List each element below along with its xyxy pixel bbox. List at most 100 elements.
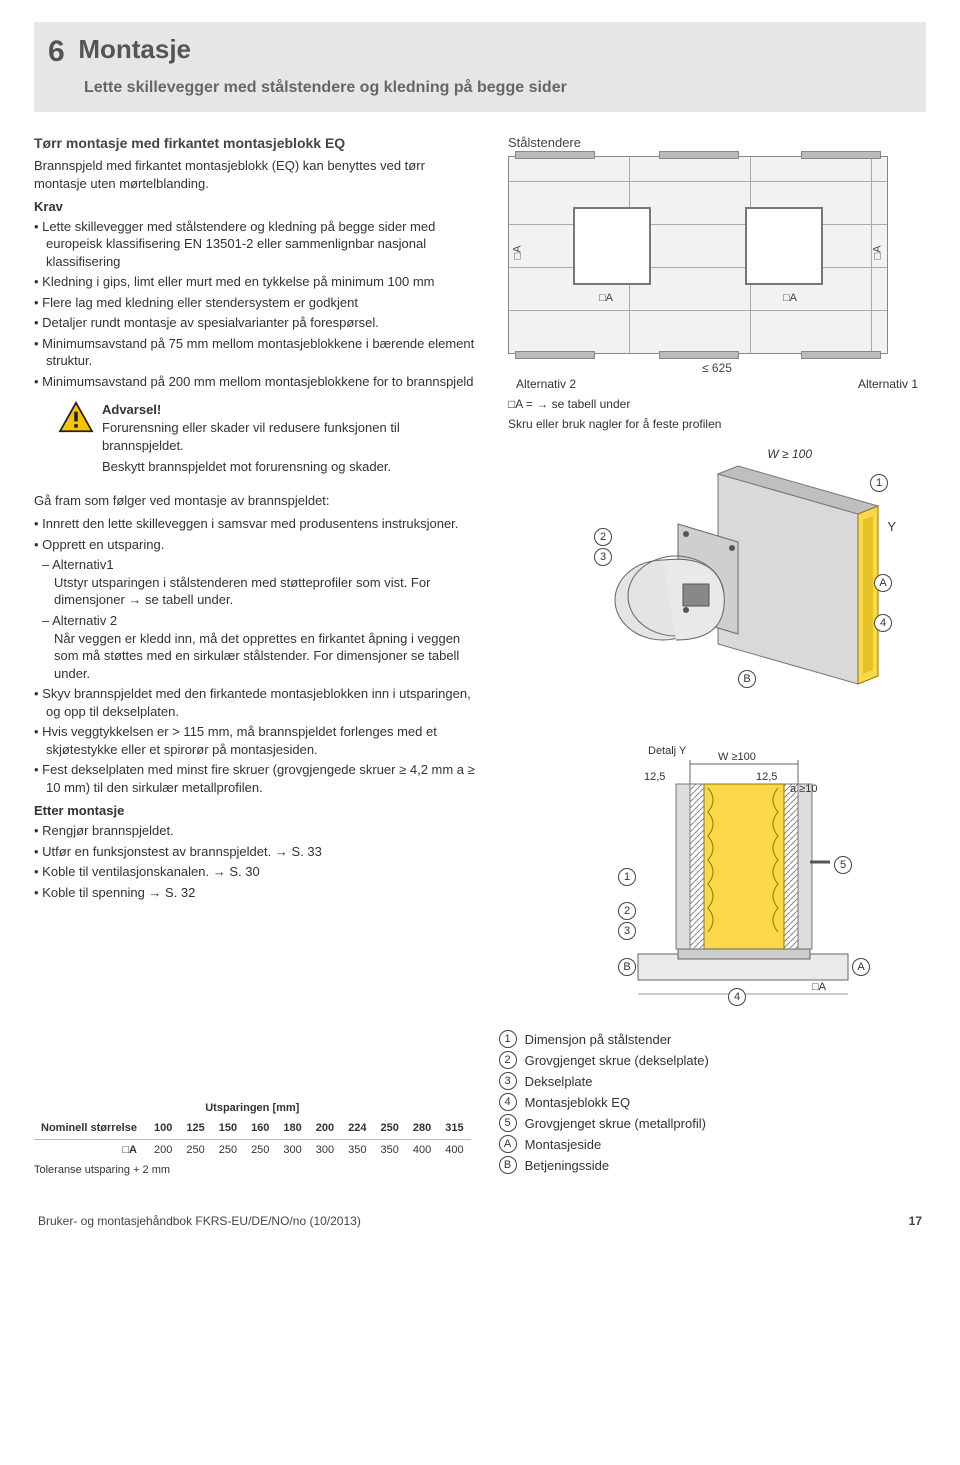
list-item: Hvis veggtykkelsen er > 115 mm, må brann… [34,723,480,758]
td: 200 [147,1139,179,1160]
rowhead-2: □A [34,1139,147,1160]
detail-y-label: Detalj Y [648,744,686,759]
warning-box: Advarsel! Forurensning eller skader vil … [58,397,474,482]
page-footer: Bruker- og montasjehåndbok FKRS-EU/DE/NO… [34,1213,926,1229]
list-item: Rengjør brannspjeldet. [34,822,480,840]
legend-row: B Betjeningsside [499,1156,709,1174]
th: 160 [244,1118,276,1139]
sqA-l-bot [599,291,613,306]
intro-text: Brannspjeld med firkantet montasjeblokk … [34,157,480,192]
td: 300 [309,1139,341,1160]
td: 250 [212,1139,244,1160]
th: 250 [374,1118,406,1139]
list-item: Innrett den lette skilleveggen i samsvar… [34,515,480,533]
det-12-5-l: 12,5 [644,770,665,785]
stal-label: Stålstendere [508,134,926,152]
legend-row: 1 Dimensjon på stålstender [499,1030,709,1048]
list-item: Koble til spenning → S. 32 [34,884,480,902]
table-title: Utsparingen [mm] [34,1098,471,1118]
legend-badge: 5 [499,1114,517,1132]
list-item: Kledning i gips, limt eller murt med en … [34,273,480,291]
legend-text: Betjeningsside [525,1157,610,1175]
alt2: Alternativ 2 Når veggen er kledd inn, må… [34,612,480,682]
alt2-label: Alternativ 2 [516,376,576,392]
th: 280 [406,1118,438,1139]
list-item: Lette skillevegger med stålstendere og k… [34,218,480,271]
isometric-diagram: W ≥ 100 1 2 3 A 4 B Y [508,444,898,744]
th: 100 [147,1118,179,1139]
sqA-left [511,245,526,259]
skru-note: Skru eller bruk nagler for å feste profi… [508,416,926,432]
det-W: W ≥100 [718,750,756,765]
td: 400 [438,1139,470,1160]
legend-text: Dimensjon på stålstender [525,1031,672,1049]
legend-text: Dekselplate [525,1073,593,1091]
section-header: 6 Montasje Lette skillevegger med stålst… [34,22,926,112]
detail-y-diagram: Detalj Y [508,744,898,1014]
table-note: Toleranse utsparing + 2 mm [34,1163,471,1178]
alt2-head: Alternativ 2 [52,613,117,628]
left-column: Tørr montasje med firkantet montasjeblok… [34,134,480,1014]
th: 180 [276,1118,308,1139]
elevation-diagram [508,156,888,354]
td: 350 [341,1139,373,1160]
alt1-body: Utstyr utsparingen i stålstenderen med s… [54,575,430,608]
list-item: Skyv brannspjeldet med den firkantede mo… [34,685,480,720]
section-title: Montasje [78,32,191,67]
list-item: Koble til ventilasjonskanalen. → S. 30 [34,863,480,881]
procedure-list: Innrett den lette skilleveggen i samsvar… [34,515,480,796]
dim-625: ≤ 625 [508,360,926,376]
td: 250 [244,1139,276,1160]
alt1-label: Alternativ 1 [858,376,918,392]
alt1: Alternativ1 Utstyr utsparingen i stålste… [34,556,480,609]
footer-page: 17 [909,1213,922,1229]
after-heading: Etter montasje [34,802,480,820]
legend-badge: 3 [499,1072,517,1090]
krav-heading: Krav [34,198,480,216]
a-note: □A = → se tabell under [508,396,926,412]
legend: 1 Dimensjon på stålstender 2 Grovgjenget s… [499,1030,709,1177]
warn-heading: Advarsel! [102,401,474,419]
alt-labels: Alternativ 2 Alternativ 1 [508,376,926,392]
sqA-right [871,245,886,259]
legend-text: Montasjeside [525,1136,602,1154]
alt2-body: Når veggen er kledd inn, må det opprette… [54,631,460,681]
list-item: Minimumsavstand på 200 mm mellom montasj… [34,373,480,391]
legend-badge: A [499,1135,517,1153]
label-Y: Y [887,518,896,536]
th: 150 [212,1118,244,1139]
list-item: Opprett en utsparing. [34,536,480,554]
legend-row: 4 Montasjeblokk EQ [499,1093,709,1111]
footer-left: Bruker- og montasjehåndbok FKRS-EU/DE/NO… [38,1213,361,1229]
warning-icon [58,401,94,433]
section-subtitle: Lette skillevegger med stålstendere og k… [84,77,912,99]
legend-row: A Montasjeside [499,1135,709,1153]
legend-row: 2 Grovgjenget skrue (dekselplate) [499,1051,709,1069]
rowhead-1: Nominell størrelse [34,1118,147,1139]
list-item: Minimumsavstand på 75 mm mellom montasje… [34,335,480,370]
legend-badge: 4 [499,1093,517,1111]
th: 315 [438,1118,470,1139]
legend-badge: 1 [499,1030,517,1048]
th: 200 [309,1118,341,1139]
th: 125 [179,1118,211,1139]
list-item: Detaljer rundt montasje av spesialvarian… [34,314,480,332]
sqA-r-bot [783,291,797,306]
procedure-heading: Gå fram som følger ved montasje av brann… [34,492,480,510]
list-item: Utfør en funksjonstest av brannspjeldet.… [34,843,480,861]
legend-text: Grovgjenget skrue (dekselplate) [525,1052,709,1070]
list-item: Flere lag med kledning eller stendersyst… [34,294,480,312]
dim-w100: W ≥ 100 [767,446,812,462]
krav-list: Lette skillevegger med stålstendere og k… [34,218,480,391]
legend-row: 3 Dekselplate [499,1072,709,1090]
legend-text: Montasjeblokk EQ [525,1094,631,1112]
legend-row: 5 Grovgjenget skrue (metallprofil) [499,1114,709,1132]
list-item: Fest dekselplaten med minst fire skruer … [34,761,480,796]
warn-text-2: Beskytt brannspjeldet mot forurensning o… [102,458,474,476]
warn-text-1: Forurensning eller skader vil redusere f… [102,419,474,454]
legend-text: Grovgjenget skrue (metallprofil) [525,1115,706,1133]
legend-badge: B [499,1156,517,1174]
det-12-5-r: 12,5 [756,770,777,785]
det-a10: a ≥10 [790,782,817,797]
legend-badge: 2 [499,1051,517,1069]
